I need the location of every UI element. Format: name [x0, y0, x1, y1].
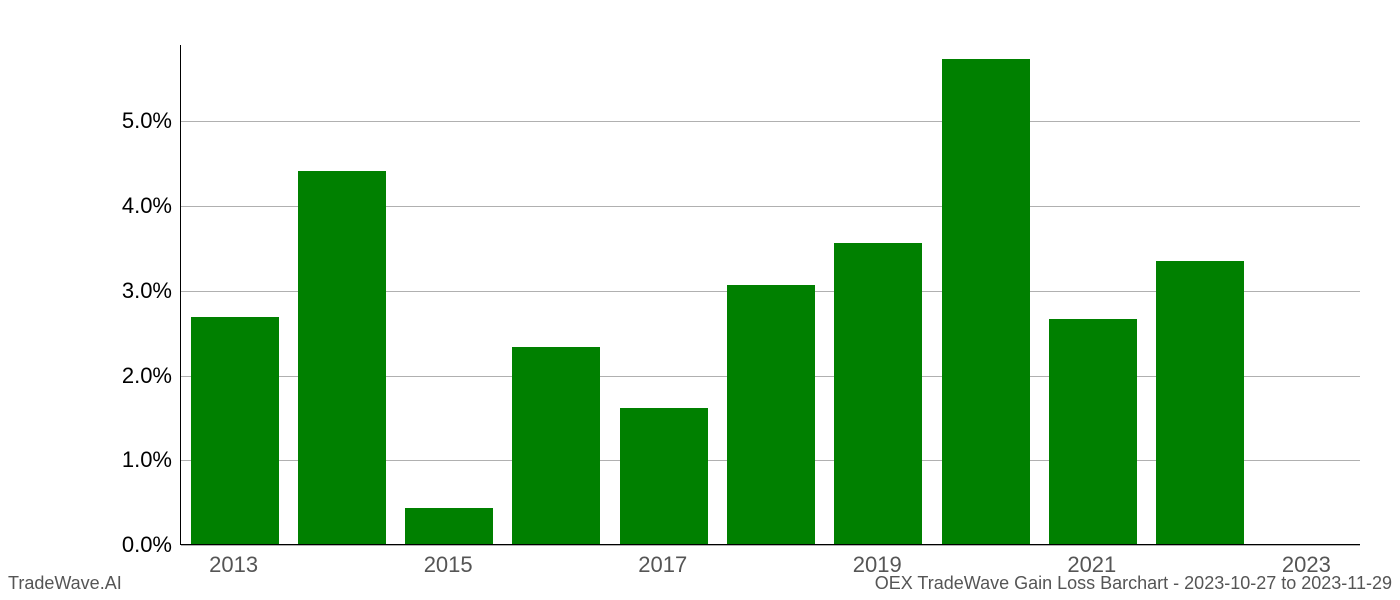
- footer-left-text: TradeWave.AI: [8, 573, 122, 594]
- y-tick-label: 3.0%: [92, 278, 172, 304]
- bar: [834, 243, 922, 544]
- footer-right-text: OEX TradeWave Gain Loss Barchart - 2023-…: [875, 573, 1392, 594]
- grid-line: [181, 121, 1360, 122]
- y-tick-label: 2.0%: [92, 363, 172, 389]
- bar: [512, 347, 600, 544]
- y-tick-label: 4.0%: [92, 193, 172, 219]
- bar: [405, 508, 493, 544]
- bar: [620, 408, 708, 544]
- x-tick-label: 2013: [209, 552, 258, 578]
- y-tick-label: 5.0%: [92, 108, 172, 134]
- bar: [942, 59, 1030, 544]
- plot-area: [180, 45, 1360, 545]
- y-tick-label: 0.0%: [92, 532, 172, 558]
- bar: [1049, 319, 1137, 544]
- bar: [727, 285, 815, 544]
- x-tick-label: 2015: [424, 552, 473, 578]
- bar: [298, 171, 386, 544]
- bar: [191, 317, 279, 544]
- x-tick-label: 2017: [638, 552, 687, 578]
- bar: [1156, 261, 1244, 544]
- grid-line: [181, 545, 1360, 546]
- chart-container: 0.0%1.0%2.0%3.0%4.0%5.0% 201320152017201…: [0, 0, 1400, 600]
- y-tick-label: 1.0%: [92, 447, 172, 473]
